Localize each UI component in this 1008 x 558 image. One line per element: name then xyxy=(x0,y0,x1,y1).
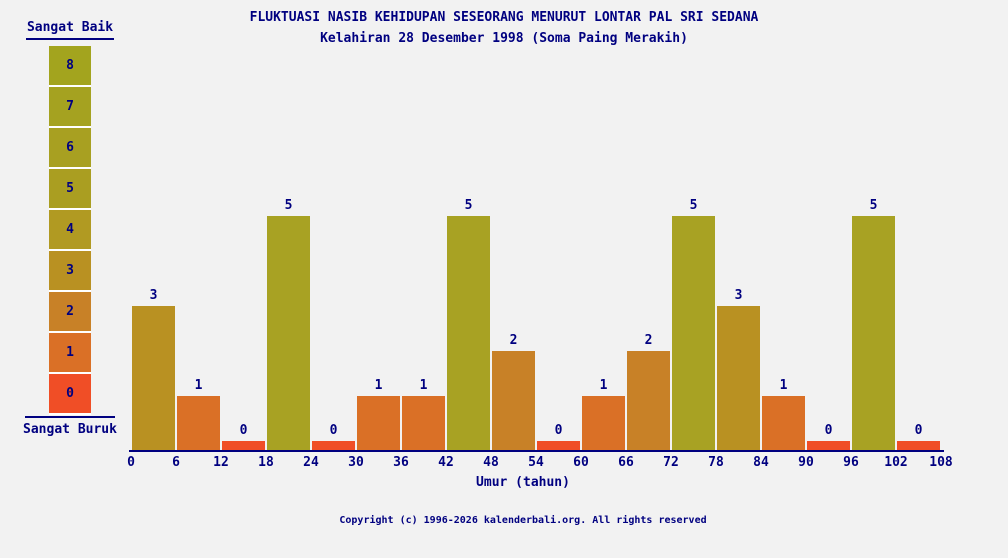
bar-value-label: 5 xyxy=(464,198,473,213)
bar-slot-42-48: 5 xyxy=(446,80,491,450)
x-tick-label-0: 0 xyxy=(127,455,135,470)
bar-value-label: 0 xyxy=(239,423,248,438)
bar-slot-84-90: 1 xyxy=(761,80,806,450)
bar-rect xyxy=(762,396,805,450)
x-tick-label-96: 96 xyxy=(843,455,859,470)
bar-slot-36-42: 1 xyxy=(401,80,446,450)
page-title: FLUKTUASI NASIB KEHIDUPAN SESEORANG MENU… xyxy=(249,10,759,25)
bar-slot-96-102: 5 xyxy=(851,80,896,450)
bar-slot-60-66: 1 xyxy=(581,80,626,450)
bar-value-label: 5 xyxy=(284,198,293,213)
x-axis-label: Umur (tahun) xyxy=(476,475,570,490)
bar-slot-66-72: 2 xyxy=(626,80,671,450)
legend-cell-4: 4 xyxy=(49,210,91,251)
legend-cell-5: 5 xyxy=(49,169,91,210)
bar-value-label: 0 xyxy=(329,423,338,438)
legend-top-label: Sangat Baik xyxy=(26,20,114,40)
legend-cell-7: 7 xyxy=(49,87,91,128)
page-subtitle: Kelahiran 28 Desember 1998 (Soma Paing M… xyxy=(320,31,688,46)
bar-slot-18-24: 5 xyxy=(266,80,311,450)
legend-bottom-line xyxy=(25,416,115,418)
x-tick-label-72: 72 xyxy=(663,455,679,470)
bar-value-label: 1 xyxy=(779,378,788,393)
x-tick-label-108: 108 xyxy=(929,455,953,470)
bar-rect xyxy=(357,396,400,450)
bar-rect xyxy=(402,396,445,450)
legend-cell-1: 1 xyxy=(49,333,91,374)
x-tick-label-84: 84 xyxy=(753,455,769,470)
bar-value-label: 3 xyxy=(734,288,743,303)
bar-rect xyxy=(267,216,310,450)
bar-value-label: 0 xyxy=(824,423,833,438)
bar-value-label: 0 xyxy=(914,423,923,438)
x-tick-label-78: 78 xyxy=(708,455,724,470)
bar-value-label: 5 xyxy=(689,198,698,213)
bar-value-label: 1 xyxy=(599,378,608,393)
x-tick-label-90: 90 xyxy=(798,455,814,470)
bar-rect xyxy=(672,216,715,450)
bar-value-label: 1 xyxy=(194,378,203,393)
bar-rect xyxy=(627,351,670,450)
bar-value-label: 2 xyxy=(509,333,518,348)
legend-cell-0: 0 xyxy=(49,374,91,415)
bar-rect xyxy=(582,396,625,450)
bar-slot-12-18: 0 xyxy=(221,80,266,450)
bar-slot-72-78: 5 xyxy=(671,80,716,450)
bar-rect xyxy=(537,441,580,450)
bar-value-label: 1 xyxy=(374,378,383,393)
bar-value-label: 2 xyxy=(644,333,653,348)
bar-value-label: 3 xyxy=(149,288,158,303)
bar-slot-102-108: 0 xyxy=(896,80,941,450)
x-axis-ticks: 0 6 12 18 24 30 36 42 48 54 60 66 72 78 84 90 96 102 108 xyxy=(127,455,953,471)
bar-rect xyxy=(807,441,850,450)
legend-cell-8: 8 xyxy=(49,46,91,87)
bar-rect xyxy=(717,306,760,450)
x-tick-label-60: 60 xyxy=(573,455,589,470)
x-tick-label-12: 12 xyxy=(213,455,229,470)
x-tick-label-30: 30 xyxy=(348,455,364,470)
x-tick-label-36: 36 xyxy=(393,455,409,470)
bar-slot-54-60: 0 xyxy=(536,80,581,450)
x-tick-label-6: 6 xyxy=(172,455,180,470)
bar-value-label: 5 xyxy=(869,198,878,213)
legend-cell-2: 2 xyxy=(49,292,91,333)
bar-rect xyxy=(447,216,490,450)
bar-rect xyxy=(177,396,220,450)
bar-rect xyxy=(492,351,535,450)
bar-rect xyxy=(312,441,355,450)
bar-slot-48-54: 2 xyxy=(491,80,536,450)
bar-value-label: 1 xyxy=(419,378,428,393)
bar-slot-24-30: 0 xyxy=(311,80,356,450)
legend-cell-6: 6 xyxy=(49,128,91,169)
x-tick-label-42: 42 xyxy=(438,455,454,470)
x-tick-label-18: 18 xyxy=(258,455,274,470)
bar-rect xyxy=(132,306,175,450)
legend-cell-3: 3 xyxy=(49,251,91,292)
x-tick-label-66: 66 xyxy=(618,455,634,470)
bar-slot-0-6: 3 xyxy=(131,80,176,450)
x-tick-label-48: 48 xyxy=(483,455,499,470)
bar-rect xyxy=(897,441,940,450)
bar-slot-30-36: 1 xyxy=(356,80,401,450)
x-axis-line xyxy=(129,450,944,452)
bar-rect xyxy=(222,441,265,450)
x-tick-label-24: 24 xyxy=(303,455,319,470)
x-tick-label-102: 102 xyxy=(884,455,908,470)
bar-slot-78-84: 3 xyxy=(716,80,761,450)
bar-slot-90-96: 0 xyxy=(806,80,851,450)
bar-rect xyxy=(852,216,895,450)
bar-slot-6-12: 1 xyxy=(176,80,221,450)
legend-bottom-label: Sangat Buruk xyxy=(23,422,117,437)
bar-value-label: 0 xyxy=(554,423,563,438)
copyright-text: Copyright (c) 1996-2026 kalenderbali.org… xyxy=(339,515,707,526)
x-tick-label-54: 54 xyxy=(528,455,544,470)
